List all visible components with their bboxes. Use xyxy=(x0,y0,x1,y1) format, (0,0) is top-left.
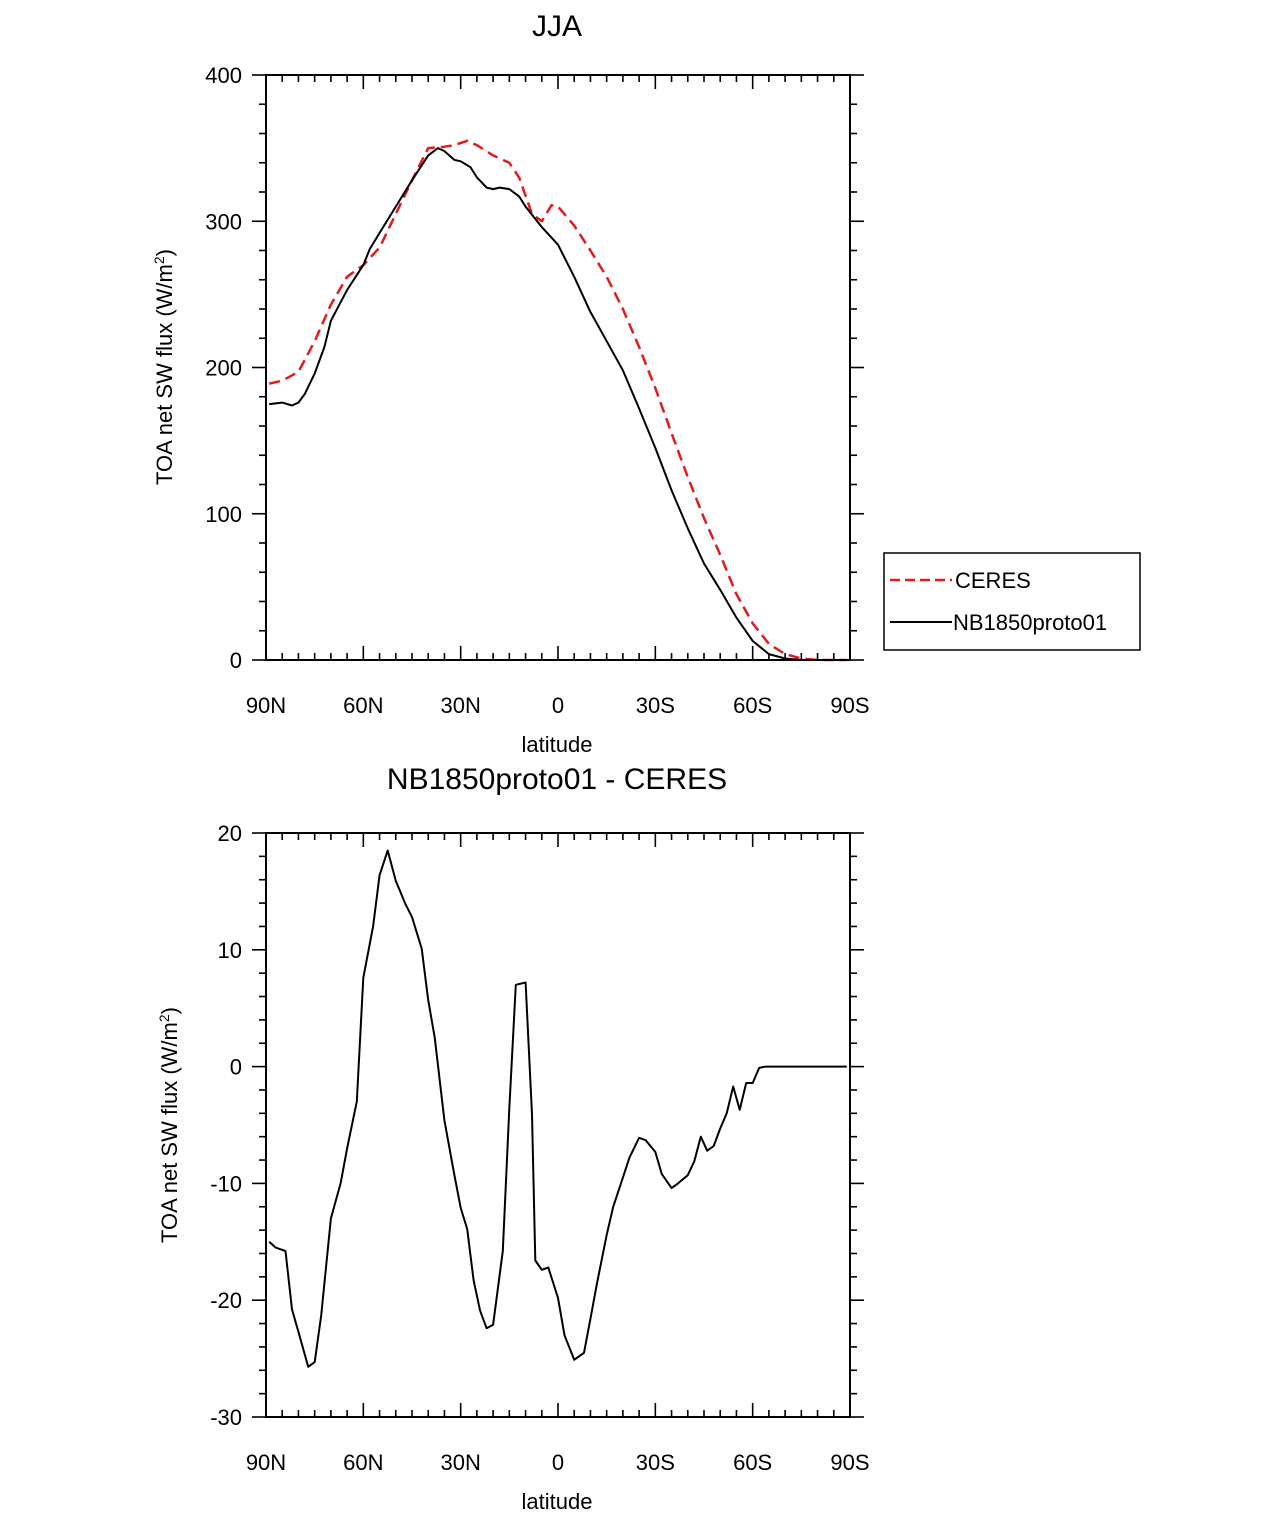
bottom-y-axis-label-close: ) xyxy=(157,1007,182,1014)
bottom-xtick-label: 90N xyxy=(246,1450,286,1475)
bottom-ytick-label: -30 xyxy=(210,1405,242,1430)
top-xtick-label: 60S xyxy=(733,693,772,718)
legend-model-label: NB1850proto01 xyxy=(953,610,1107,635)
top-series-model-line xyxy=(269,147,847,661)
bottom-ytick-label: -20 xyxy=(210,1288,242,1313)
bottom-xtick-label: 30N xyxy=(440,1450,480,1475)
legend-ceres-label: CERES xyxy=(955,568,1031,593)
bottom-ytick-label: 10 xyxy=(218,938,242,963)
bottom-xtick-label: 90S xyxy=(830,1450,869,1475)
top-y-axis-label: TOA net SW flux (W/m2) xyxy=(151,249,177,485)
top-y-axis-label-text: TOA net SW flux (W/m xyxy=(152,264,177,485)
top-ytick-label: 300 xyxy=(205,209,242,234)
bottom-ytick-label: 0 xyxy=(230,1055,242,1080)
top-plot-frame xyxy=(265,74,851,661)
top-x-axis-label: latitude xyxy=(522,732,593,757)
top-y-axis-label-sup: 2 xyxy=(151,256,167,264)
bottom-xtick-label: 0 xyxy=(552,1450,564,1475)
top-y-axis-label-close: ) xyxy=(152,249,177,256)
top-series-layer xyxy=(268,139,847,662)
bottom-xtick-label: 60S xyxy=(733,1450,772,1475)
top-xtick-label: 90N xyxy=(246,693,286,718)
bottom-y-axis-label-sup: 2 xyxy=(156,1014,172,1022)
bottom-x-axis-label: latitude xyxy=(522,1489,593,1514)
bottom-xtick-label: 60N xyxy=(343,1450,383,1475)
bottom-y-axis-label-text: TOA net SW flux (W/m xyxy=(157,1022,182,1243)
top-ytick-label: 100 xyxy=(205,502,242,527)
bottom-ticks: -30 -20 -10 0 10 20 90N 60N 30N 0 30S 60S 90S xyxy=(210,821,869,1475)
bottom-y-axis-label: TOA net SW flux (W/m2) xyxy=(156,1007,182,1243)
top-ytick-label: 400 xyxy=(205,63,242,88)
bottom-title: NB1850proto01 - CERES xyxy=(387,763,727,796)
top-xtick-label: 30N xyxy=(440,693,480,718)
top-xtick-label: 60N xyxy=(343,693,383,718)
bottom-xtick-label: 30S xyxy=(636,1450,675,1475)
top-ytick-label: 200 xyxy=(205,356,242,381)
top-ytick-label: 0 xyxy=(230,648,242,673)
bottom-ytick-label: -10 xyxy=(210,1171,242,1196)
top-title: JJA xyxy=(532,10,582,43)
bottom-plot-frame xyxy=(265,832,851,1418)
bottom-series-layer xyxy=(268,849,847,1368)
top-xtick-label: 30S xyxy=(636,693,675,718)
bottom-ytick-label: 20 xyxy=(218,821,242,846)
top-xtick-label: 0 xyxy=(552,693,564,718)
legend: CERES NB1850proto01 xyxy=(883,552,1141,651)
legend-box xyxy=(883,552,1141,651)
bottom-series-model-line xyxy=(268,849,847,1368)
top-xtick-label: 90S xyxy=(830,693,869,718)
top-ticks: 0 100 200 300 400 90N 60N 30N 0 30S 60S 90S xyxy=(205,63,869,718)
top-series-ceres-line xyxy=(268,139,847,662)
top-panel: JJA 0 100 200 300 400 90N 60N 30N 0 30S 60S 90S lat… xyxy=(151,10,1141,757)
